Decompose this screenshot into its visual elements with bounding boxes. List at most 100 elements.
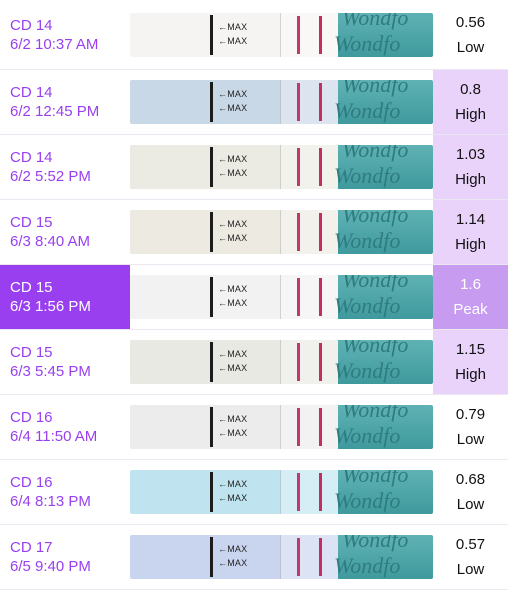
test-line <box>297 473 300 511</box>
test-line <box>297 148 300 186</box>
reading-cell: 0.79 Low <box>433 395 508 459</box>
strip-window-edge <box>280 80 281 124</box>
test-label[interactable]: CD 15 6/3 1:56 PM <box>0 265 130 329</box>
brand-logo-text: Wondfo <box>334 358 401 383</box>
test-datetime: 6/3 8:40 AM <box>10 233 91 250</box>
reading-value: 0.8 <box>460 81 481 98</box>
test-strip-photo: ←MAX ←MAX Wondfo Wondfo <box>130 145 433 189</box>
brand-logo-text: Wondfo <box>334 488 401 513</box>
strip-brand-pad <box>338 340 433 384</box>
brand-logo-text: Wondfo <box>342 210 409 227</box>
strip-photo-container: ←MAX ←MAX Wondfo Wondfo <box>130 70 433 134</box>
strip-handle-mark <box>210 407 213 447</box>
strip-photo-container: ←MAX ←MAX Wondfo Wondfo <box>130 200 433 264</box>
reading-value: 1.15 <box>455 341 486 358</box>
strip-result-window <box>280 80 338 124</box>
test-label[interactable]: CD 14 6/2 12:45 PM <box>0 70 130 134</box>
test-datetime: 6/2 5:52 PM <box>10 168 91 185</box>
test-strip-photo: ←MAX ←MAX Wondfo Wondfo <box>130 80 433 124</box>
reading-cell: 0.68 Low <box>433 460 508 524</box>
strip-photo-container: ←MAX ←MAX Wondfo Wondfo <box>130 460 433 524</box>
test-strip-photo: ←MAX ←MAX Wondfo Wondfo <box>130 275 433 319</box>
reading-level: Low <box>456 431 485 448</box>
max-line-label: ←MAX <box>218 414 248 424</box>
brand-logo-text: Wondfo <box>334 553 401 578</box>
test-strip-photo: ←MAX ←MAX Wondfo Wondfo <box>130 210 433 254</box>
control-line <box>319 213 322 251</box>
test-strip-photo: ←MAX ←MAX Wondfo Wondfo <box>130 405 433 449</box>
test-datetime: 6/2 12:45 PM <box>10 103 100 120</box>
strip-handle-mark <box>210 277 213 317</box>
control-line <box>319 278 322 316</box>
max-line-label: ←MAX <box>218 479 248 489</box>
test-label[interactable]: CD 14 6/2 5:52 PM <box>0 135 130 199</box>
strip-result-window <box>280 12 338 57</box>
max-line-label: ←MAX <box>218 284 248 294</box>
test-row[interactable]: CD 15 6/3 5:45 PM ←MAX ←MAX Wondfo Wondf… <box>0 330 508 395</box>
cycle-day: CD 14 <box>10 16 53 34</box>
brand-logo-text: Wondfo <box>342 275 409 292</box>
test-label[interactable]: CD 16 6/4 11:50 AM <box>0 395 130 459</box>
strip-handle-mark <box>210 212 213 252</box>
strip-result-window <box>280 210 338 254</box>
reading-value: 0.57 <box>455 536 486 553</box>
cycle-day: CD 17 <box>10 539 53 556</box>
max-line-label: ←MAX <box>218 35 248 46</box>
test-row[interactable]: CD 16 6/4 11:50 AM ←MAX ←MAX Wondfo Wond… <box>0 395 508 460</box>
test-line <box>297 408 300 446</box>
max-line-label: ←MAX <box>218 349 248 359</box>
cycle-day: CD 16 <box>10 409 53 426</box>
strip-window-edge <box>280 340 281 384</box>
brand-logo-text: Wondfo <box>334 423 401 448</box>
brand-logo-text: Wondfo <box>342 535 409 552</box>
cycle-day: CD 15 <box>10 344 53 361</box>
strip-photo-container: ←MAX ←MAX Wondfo Wondfo <box>130 135 433 199</box>
strip-window-edge <box>280 470 281 514</box>
test-label[interactable]: CD 16 6/4 8:13 PM <box>0 460 130 524</box>
reading-level: Low <box>456 561 485 578</box>
cycle-day: CD 15 <box>10 214 53 231</box>
test-label[interactable]: CD 14 6/2 10:37 AM <box>0 0 130 69</box>
brand-logo-text: Wondfo <box>342 405 409 422</box>
cycle-day: CD 14 <box>10 149 53 166</box>
brand-logo-text: Wondfo <box>334 163 401 188</box>
strip-brand-pad <box>338 535 433 579</box>
max-line-label: ←MAX <box>218 168 248 178</box>
test-row[interactable]: CD 17 6/5 9:40 PM ←MAX ←MAX Wondfo Wondf… <box>0 525 508 590</box>
max-line-label: ←MAX <box>218 558 248 568</box>
strip-photo-container: ←MAX ←MAX Wondfo Wondfo <box>130 395 433 459</box>
reading-cell: 0.8 High <box>433 70 508 134</box>
strip-handle-mark <box>210 342 213 382</box>
test-line <box>297 538 300 576</box>
cycle-day: CD 16 <box>10 474 53 491</box>
test-label[interactable]: CD 15 6/3 5:45 PM <box>0 330 130 394</box>
max-line-label: ←MAX <box>218 428 248 438</box>
brand-logo-text: Wondfo <box>334 98 401 123</box>
test-row[interactable]: CD 14 6/2 12:45 PM ←MAX ←MAX Wondfo Wond… <box>0 70 508 135</box>
test-datetime: 6/3 5:45 PM <box>10 363 91 380</box>
strip-photo-container: ←MAX ←MAX Wondfo Wondfo <box>130 0 433 69</box>
reading-cell: 1.03 High <box>433 135 508 199</box>
reading-value: 1.6 <box>460 276 481 293</box>
strip-brand-pad <box>338 145 433 189</box>
strip-result-window <box>280 405 338 449</box>
test-label[interactable]: CD 15 6/3 8:40 AM <box>0 200 130 264</box>
test-row[interactable]: CD 15 6/3 1:56 PM ←MAX ←MAX Wondfo Wondf… <box>0 265 508 330</box>
strip-brand-pad <box>338 12 433 57</box>
test-row[interactable]: CD 15 6/3 8:40 AM ←MAX ←MAX Wondfo Wondf… <box>0 200 508 265</box>
reading-value: 0.68 <box>455 471 486 488</box>
test-line <box>297 15 300 54</box>
brand-logo-text: Wondfo <box>342 145 409 162</box>
control-line <box>319 83 322 121</box>
test-row[interactable]: CD 14 6/2 10:37 AM ←MAX ←MAX Wondfo Wond… <box>0 0 508 70</box>
test-row[interactable]: CD 14 6/2 5:52 PM ←MAX ←MAX Wondfo Wondf… <box>0 135 508 200</box>
strip-photo-container: ←MAX ←MAX Wondfo Wondfo <box>130 525 433 589</box>
test-datetime: 6/5 9:40 PM <box>10 558 91 575</box>
test-label[interactable]: CD 17 6/5 9:40 PM <box>0 525 130 589</box>
strip-brand-pad <box>338 210 433 254</box>
reading-level: Low <box>456 496 485 513</box>
test-row[interactable]: CD 16 6/4 8:13 PM ←MAX ←MAX Wondfo Wondf… <box>0 460 508 525</box>
control-line <box>319 343 322 381</box>
reading-level: High <box>455 106 486 123</box>
max-line-label: ←MAX <box>218 103 248 113</box>
